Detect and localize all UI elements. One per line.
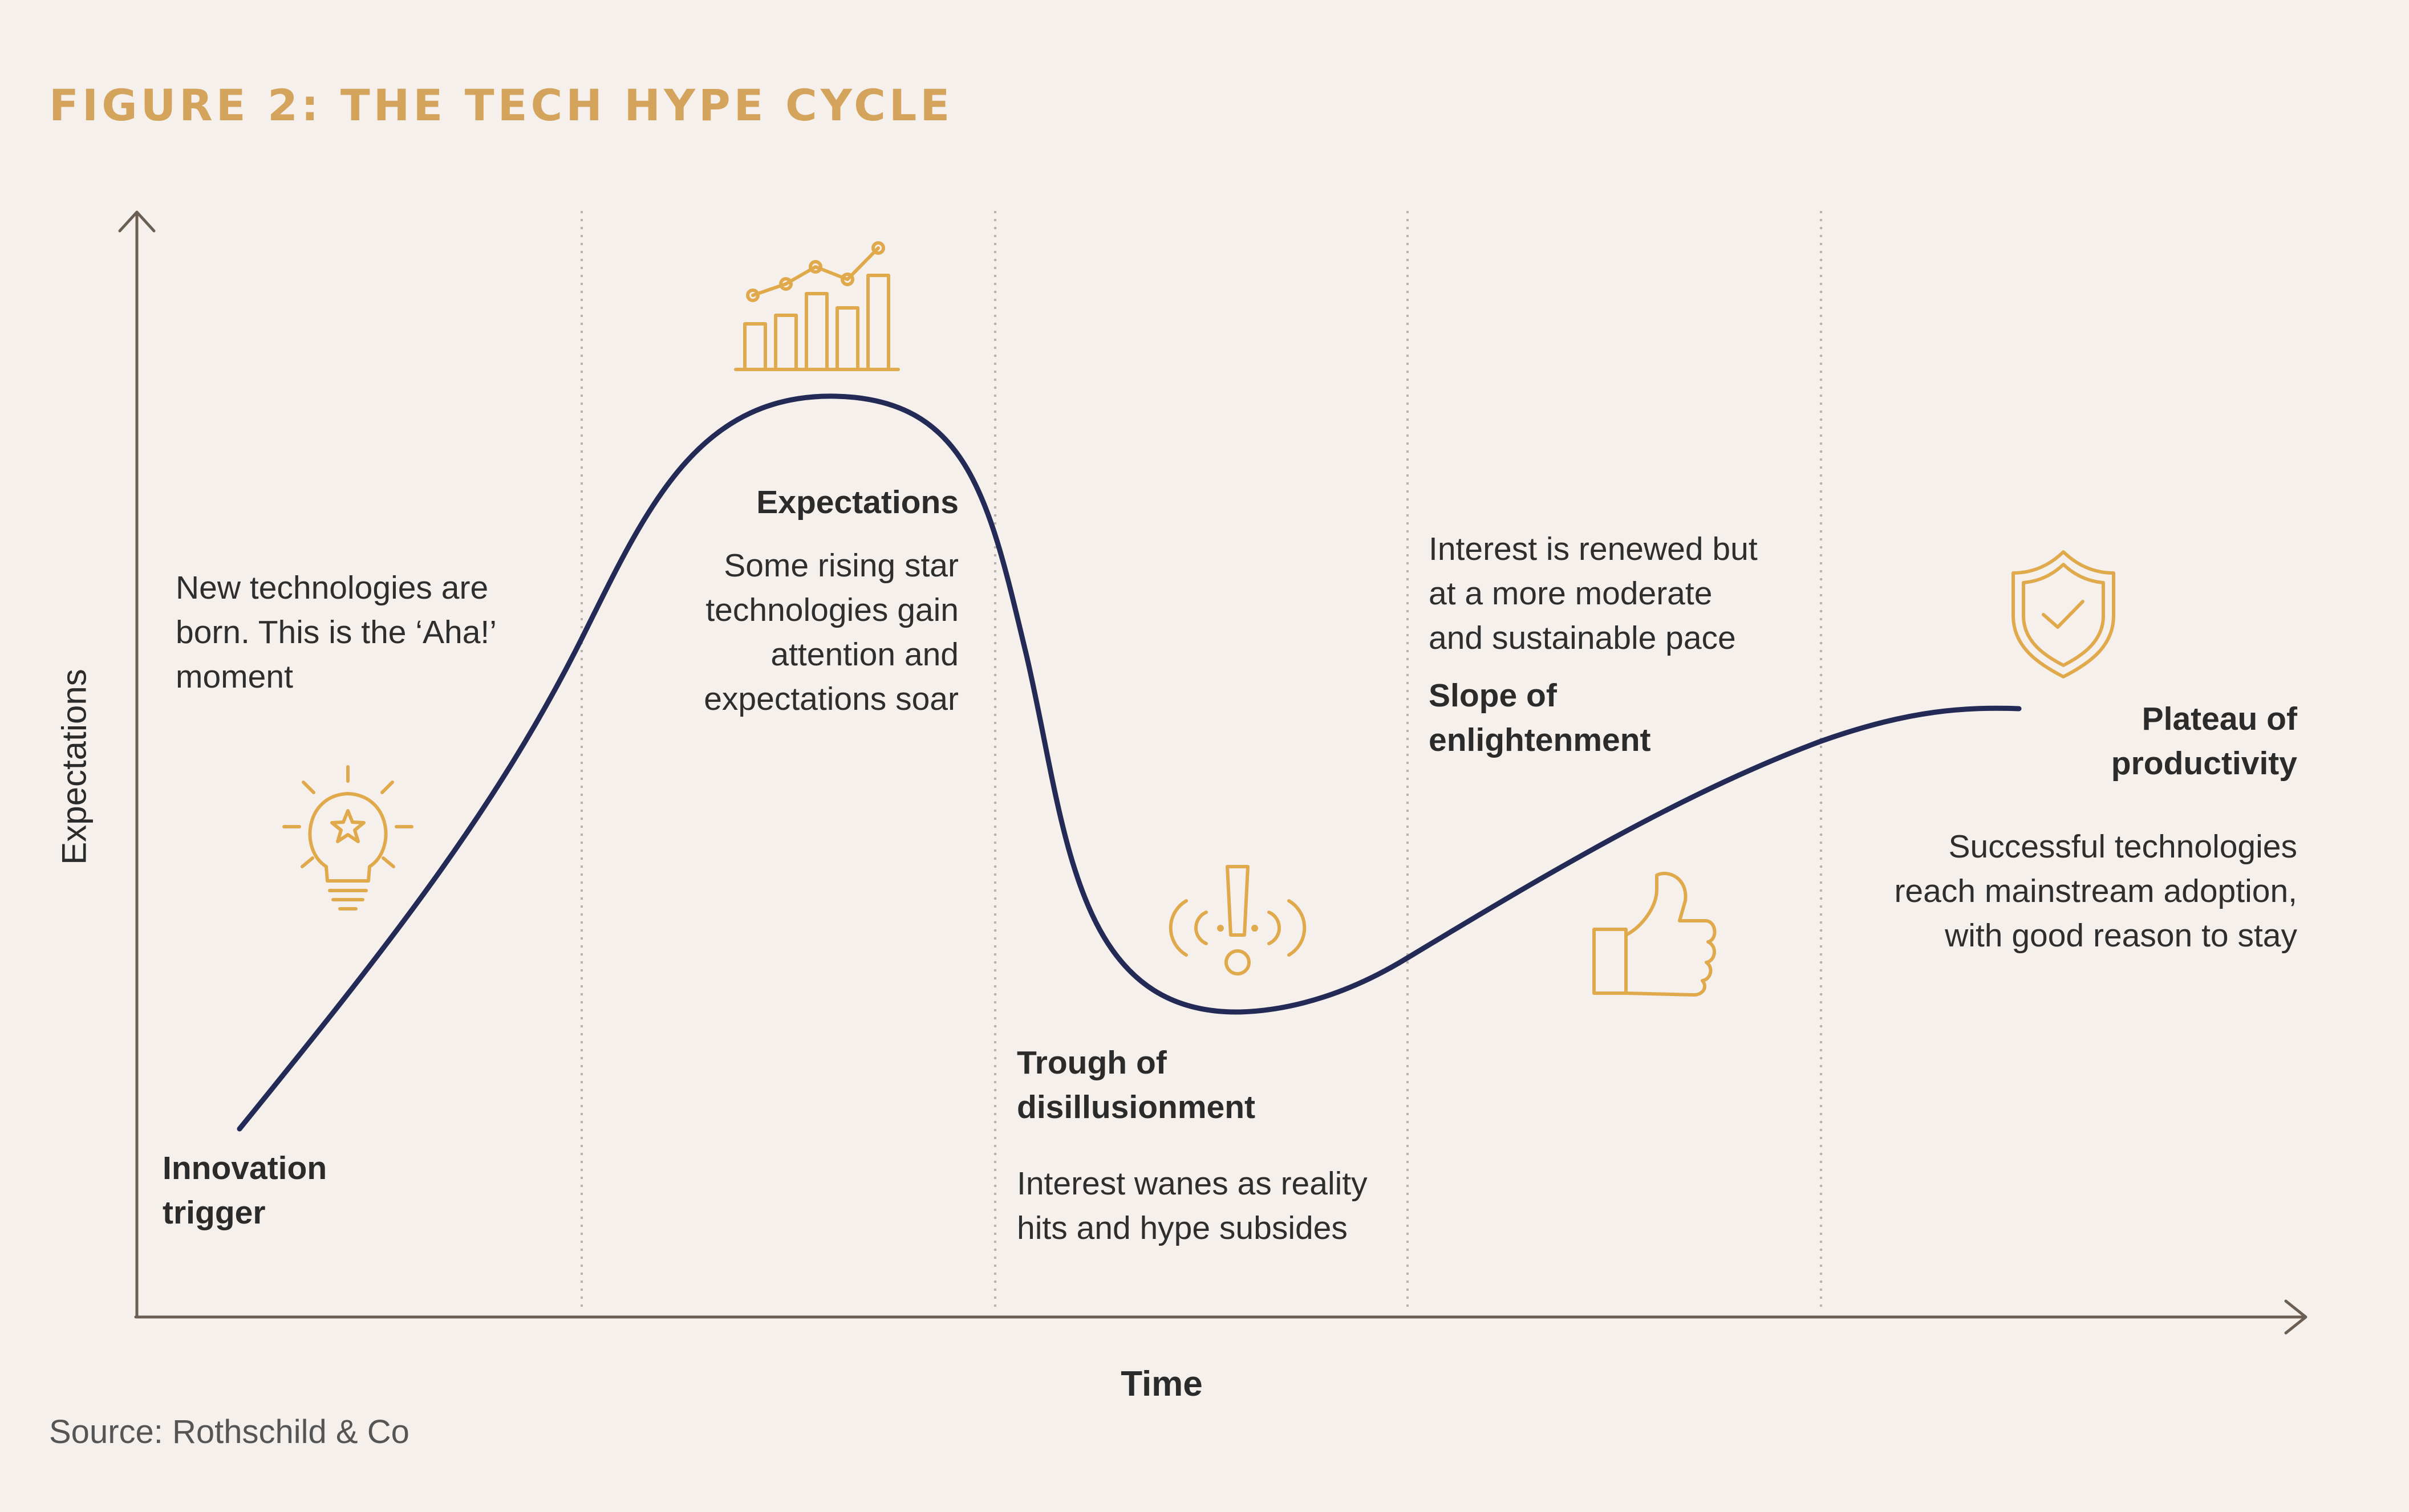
description-line: New technologies are xyxy=(176,570,489,606)
axes xyxy=(118,210,2307,1335)
slope-description: Interest is renewed but at a more modera… xyxy=(1429,527,1758,660)
heading-line: Plateau of xyxy=(2142,701,2297,737)
heading-line: Trough of xyxy=(1017,1044,1167,1081)
figure-title: FIGURE 2: THE TECH HYPE CYCLE xyxy=(49,80,954,131)
description-line: Interest wanes as reality xyxy=(1017,1165,1368,1202)
description-line: Successful technologies xyxy=(1948,828,2297,865)
description-line: hits and hype subsides xyxy=(1017,1210,1348,1246)
heading-line: trigger xyxy=(163,1194,266,1231)
heading-line: productivity xyxy=(2111,745,2297,782)
plateau-description: Successful technologies reach mainstream… xyxy=(1894,824,2297,958)
description-line: technologies gain xyxy=(705,592,959,628)
slope-heading: Slope of enlightenment xyxy=(1429,673,1651,762)
description-line: attention and xyxy=(770,636,959,673)
expectations-description: Some rising star technologies gain atten… xyxy=(704,543,959,721)
description-line: born. This is the ‘Aha!’ xyxy=(176,614,497,651)
source-note: Source: Rothschild & Co xyxy=(49,1413,409,1450)
heading-line: Expectations xyxy=(756,484,959,521)
description-line: Some rising star xyxy=(724,547,959,584)
plateau-heading: Plateau of productivity xyxy=(2111,697,2297,786)
description-line: reach mainstream adoption, xyxy=(1894,873,2297,909)
innovation-trigger-heading: Innovation trigger xyxy=(163,1146,327,1235)
description-line: with good reason to stay xyxy=(1945,917,2297,954)
hype-cycle-curve xyxy=(237,393,2022,1132)
description-line: and sustainable pace xyxy=(1429,620,1736,656)
heading-line: disillusionment xyxy=(1017,1089,1256,1125)
y-axis-arrow xyxy=(118,210,156,233)
shield-check-icon xyxy=(2011,550,2115,678)
expectations-heading: Expectations xyxy=(756,480,959,525)
trough-description: Interest wanes as reality hits and hype … xyxy=(1017,1161,1368,1250)
description-line: expectations soar xyxy=(704,681,959,717)
heading-line: Innovation xyxy=(163,1150,327,1186)
thumbs-up-icon xyxy=(1592,872,1717,997)
innovation-trigger-description: New technologies are born. This is the ‘… xyxy=(176,566,497,699)
description-line: Interest is renewed but xyxy=(1429,531,1758,567)
rising-bar-chart-icon xyxy=(734,241,900,371)
exclamation-alert-icon xyxy=(1169,865,1307,976)
x-axis-arrow xyxy=(2284,1299,2307,1335)
y-axis-label: Expectations xyxy=(55,669,94,865)
description-line: moment xyxy=(176,659,293,695)
heading-line: enlightenment xyxy=(1429,722,1651,758)
description-line: at a more moderate xyxy=(1429,575,1713,612)
x-axis-label: Time xyxy=(1121,1364,1203,1404)
trough-heading: Trough of disillusionment xyxy=(1017,1040,1255,1129)
heading-line: Slope of xyxy=(1429,677,1557,714)
lightbulb-star-icon xyxy=(282,765,413,911)
